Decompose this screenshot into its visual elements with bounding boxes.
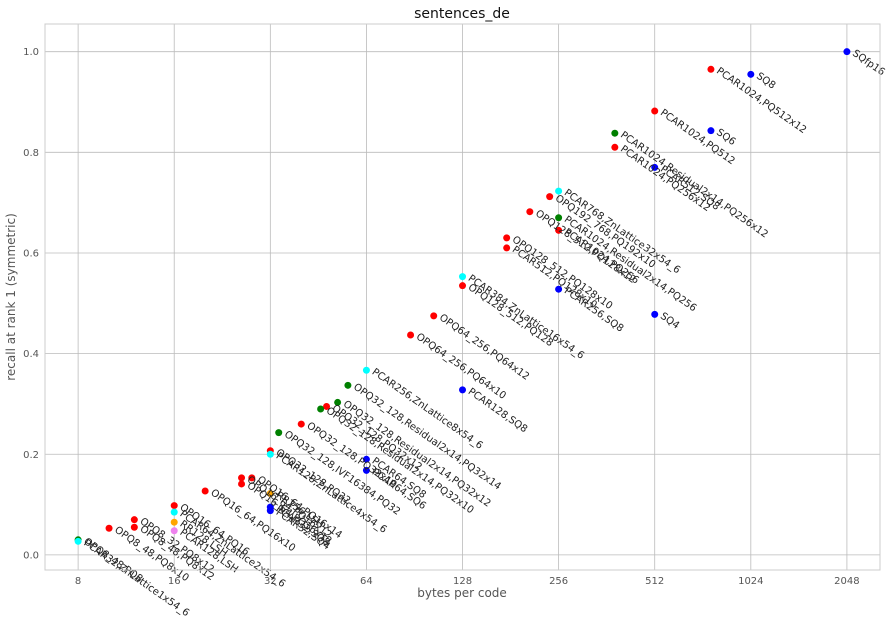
data-point — [334, 398, 342, 406]
data-point — [105, 524, 113, 532]
data-point — [130, 523, 138, 531]
y-tick-label: 1.0 — [23, 47, 39, 58]
data-point — [459, 282, 467, 290]
x-tick-label: 32 — [264, 576, 277, 587]
data-point — [201, 487, 209, 495]
data-point — [843, 48, 851, 56]
data-point — [707, 127, 715, 135]
data-point — [238, 474, 246, 482]
data-point — [555, 187, 563, 195]
data-point — [526, 208, 534, 216]
data-point — [266, 490, 274, 498]
y-tick-label: 0.2 — [23, 450, 39, 461]
x-tick-label: 512 — [645, 576, 664, 587]
chart-title: sentences_de — [414, 6, 510, 22]
data-point — [266, 507, 274, 515]
data-point — [555, 285, 563, 293]
data-point — [344, 381, 352, 389]
data-point — [362, 466, 370, 474]
y-tick-label: 0.4 — [23, 349, 39, 360]
y-tick-label: 0.6 — [23, 248, 39, 259]
data-point — [459, 273, 467, 281]
data-point — [747, 70, 755, 78]
data-point — [130, 516, 138, 524]
data-point — [323, 402, 331, 410]
x-tick-label: 16 — [168, 576, 181, 587]
y-tick-label: 0.0 — [23, 550, 39, 561]
x-axis-label: bytes per code — [417, 586, 507, 600]
data-point — [248, 474, 256, 482]
data-point — [297, 420, 305, 428]
plot-frame — [44, 23, 881, 571]
data-point — [707, 65, 715, 73]
x-tick-label: 8 — [75, 576, 81, 587]
data-point — [611, 129, 619, 137]
y-tick-label: 0.8 — [23, 148, 39, 159]
data-point — [238, 480, 246, 488]
data-point — [170, 502, 178, 510]
data-point — [170, 508, 178, 516]
data-points — [74, 48, 851, 545]
x-tick-label: 64 — [360, 576, 373, 587]
data-point — [611, 143, 619, 151]
data-point — [503, 244, 511, 252]
data-point — [362, 366, 370, 374]
x-tick-label: 1024 — [738, 576, 763, 587]
data-point — [651, 107, 659, 115]
data-point — [651, 163, 659, 171]
data-point — [170, 527, 178, 535]
y-tick-labels: 0.0 0.2 0.4 0.6 0.8 1.0 — [23, 47, 39, 561]
data-point — [317, 405, 325, 413]
data-point — [74, 537, 82, 545]
x-tick-label: 128 — [453, 576, 472, 587]
data-point — [362, 455, 370, 463]
x-tick-labels: 8 16 32 64 128 256 512 1024 2048 — [75, 576, 860, 587]
data-point — [651, 310, 659, 318]
data-point — [555, 226, 563, 234]
data-point — [407, 331, 415, 339]
data-point — [459, 386, 467, 394]
data-point — [275, 429, 283, 437]
y-axis-label: recall at rank 1 (symmetric) — [4, 213, 18, 381]
data-point — [170, 518, 178, 526]
data-point — [503, 234, 511, 242]
data-point — [266, 450, 274, 458]
data-point — [555, 214, 563, 222]
grid-lines — [45, 24, 880, 570]
data-point — [430, 312, 438, 320]
x-tick-label: 256 — [549, 576, 568, 587]
data-point — [546, 193, 554, 201]
x-tick-label: 2048 — [834, 576, 859, 587]
